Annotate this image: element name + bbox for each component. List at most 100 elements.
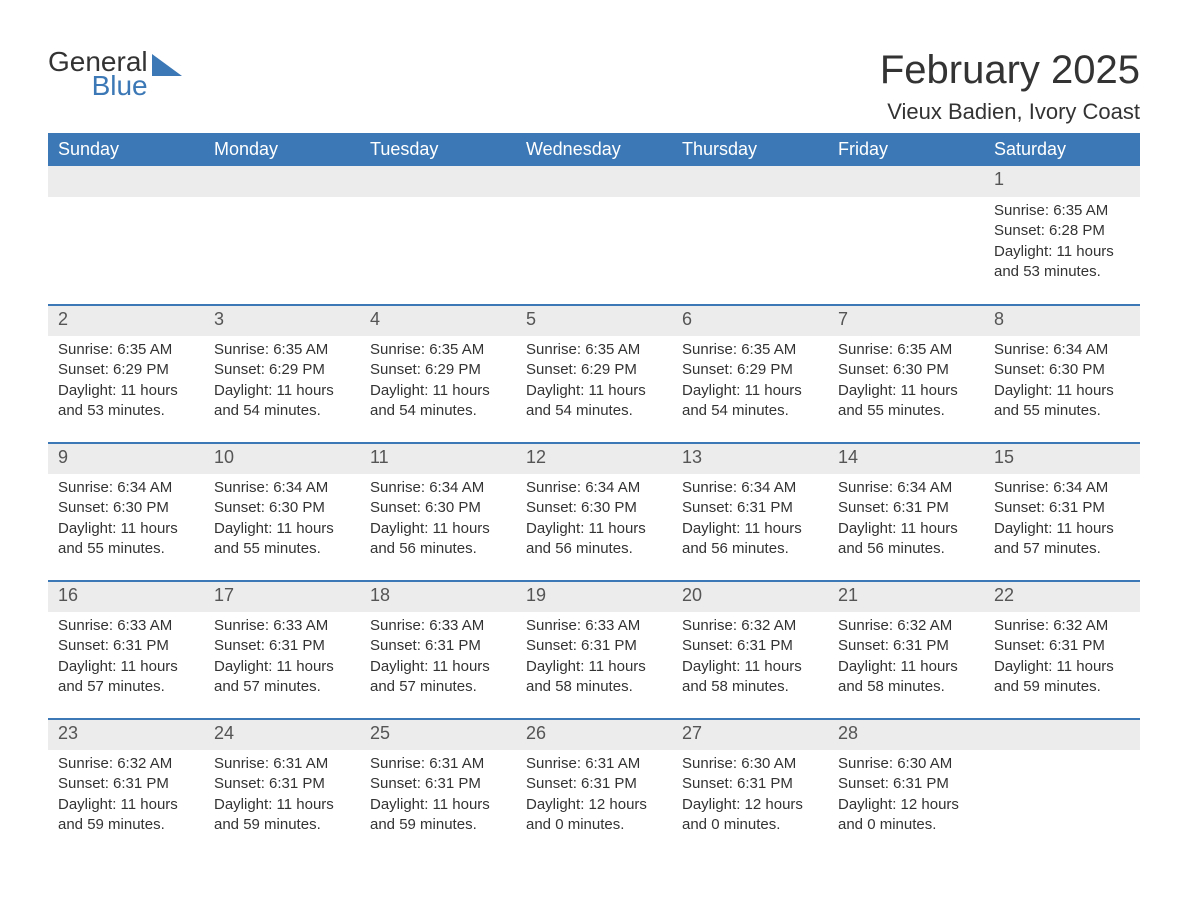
day-sunset: Sunset: 6:31 PM	[994, 498, 1130, 518]
day-sunset: Sunset: 6:29 PM	[214, 360, 350, 380]
day-sunrise: Sunrise: 6:32 AM	[994, 616, 1130, 636]
logo-text: General Blue	[48, 48, 148, 100]
day-sunset: Sunset: 6:29 PM	[526, 360, 662, 380]
day-sunset: Sunset: 6:30 PM	[370, 498, 506, 518]
day-daylight2: and 54 minutes.	[370, 401, 506, 421]
day-number: 25	[360, 720, 516, 750]
day-daylight1: Daylight: 11 hours	[214, 381, 350, 401]
day-number	[360, 166, 516, 197]
day-sunset: Sunset: 6:30 PM	[214, 498, 350, 518]
day-cell: Sunrise: 6:34 AMSunset: 6:31 PMDaylight:…	[828, 474, 984, 562]
day-daylight1: Daylight: 11 hours	[370, 381, 506, 401]
day-sunset: Sunset: 6:31 PM	[838, 774, 974, 794]
day-sunset: Sunset: 6:31 PM	[994, 636, 1130, 656]
daynum-band: 2345678	[48, 306, 1140, 336]
day-daylight2: and 0 minutes.	[838, 815, 974, 835]
day-number: 1	[984, 166, 1140, 197]
day-cell: Sunrise: 6:31 AMSunset: 6:31 PMDaylight:…	[516, 750, 672, 838]
day-number: 5	[516, 306, 672, 336]
logo: General Blue	[48, 48, 182, 100]
day-daylight1: Daylight: 11 hours	[838, 657, 974, 677]
dow-saturday: Saturday	[984, 133, 1140, 166]
day-sunset: Sunset: 6:31 PM	[682, 498, 818, 518]
day-sunrise: Sunrise: 6:34 AM	[682, 478, 818, 498]
day-daylight2: and 59 minutes.	[994, 677, 1130, 697]
day-number: 13	[672, 444, 828, 474]
day-number	[672, 166, 828, 197]
day-number: 20	[672, 582, 828, 612]
day-cell: Sunrise: 6:34 AMSunset: 6:31 PMDaylight:…	[984, 474, 1140, 562]
day-cell: Sunrise: 6:31 AMSunset: 6:31 PMDaylight:…	[204, 750, 360, 838]
day-cell: Sunrise: 6:35 AMSunset: 6:29 PMDaylight:…	[360, 336, 516, 424]
day-daylight2: and 55 minutes.	[994, 401, 1130, 421]
dow-friday: Friday	[828, 133, 984, 166]
day-of-week-header: Sunday Monday Tuesday Wednesday Thursday…	[48, 133, 1140, 166]
day-daylight2: and 54 minutes.	[214, 401, 350, 421]
title-block: February 2025 Vieux Badien, Ivory Coast	[880, 48, 1140, 125]
day-sunset: Sunset: 6:31 PM	[526, 636, 662, 656]
day-daylight1: Daylight: 11 hours	[214, 795, 350, 815]
day-number: 26	[516, 720, 672, 750]
day-cell: Sunrise: 6:32 AMSunset: 6:31 PMDaylight:…	[984, 612, 1140, 700]
day-sunrise: Sunrise: 6:35 AM	[994, 201, 1130, 221]
day-daylight1: Daylight: 11 hours	[58, 657, 194, 677]
day-cell: Sunrise: 6:34 AMSunset: 6:30 PMDaylight:…	[204, 474, 360, 562]
day-number	[204, 166, 360, 197]
week-row: 1Sunrise: 6:35 AMSunset: 6:28 PMDaylight…	[48, 166, 1140, 286]
day-sunrise: Sunrise: 6:33 AM	[214, 616, 350, 636]
day-cell	[360, 197, 516, 286]
day-cell: Sunrise: 6:33 AMSunset: 6:31 PMDaylight:…	[516, 612, 672, 700]
day-sunrise: Sunrise: 6:33 AM	[58, 616, 194, 636]
day-number: 21	[828, 582, 984, 612]
day-number: 24	[204, 720, 360, 750]
day-daylight2: and 57 minutes.	[994, 539, 1130, 559]
week-row: 2345678Sunrise: 6:35 AMSunset: 6:29 PMDa…	[48, 304, 1140, 424]
week-row: 9101112131415Sunrise: 6:34 AMSunset: 6:3…	[48, 442, 1140, 562]
day-cell: Sunrise: 6:34 AMSunset: 6:30 PMDaylight:…	[516, 474, 672, 562]
day-sunset: Sunset: 6:29 PM	[58, 360, 194, 380]
day-daylight2: and 53 minutes.	[58, 401, 194, 421]
logo-triangle-icon	[152, 54, 182, 76]
day-number: 7	[828, 306, 984, 336]
day-daylight2: and 0 minutes.	[682, 815, 818, 835]
day-daylight1: Daylight: 11 hours	[838, 519, 974, 539]
daynum-band: 1	[48, 166, 1140, 197]
day-sunrise: Sunrise: 6:35 AM	[370, 340, 506, 360]
day-daylight1: Daylight: 11 hours	[994, 519, 1130, 539]
day-number	[516, 166, 672, 197]
location: Vieux Badien, Ivory Coast	[880, 99, 1140, 125]
day-daylight1: Daylight: 11 hours	[370, 657, 506, 677]
day-daylight2: and 57 minutes.	[214, 677, 350, 697]
day-daylight1: Daylight: 11 hours	[58, 519, 194, 539]
day-sunset: Sunset: 6:31 PM	[214, 636, 350, 656]
day-cell: Sunrise: 6:30 AMSunset: 6:31 PMDaylight:…	[828, 750, 984, 838]
day-daylight1: Daylight: 11 hours	[994, 657, 1130, 677]
day-sunset: Sunset: 6:31 PM	[682, 774, 818, 794]
day-sunrise: Sunrise: 6:34 AM	[526, 478, 662, 498]
dow-tuesday: Tuesday	[360, 133, 516, 166]
day-cell	[48, 197, 204, 286]
week-row: 16171819202122Sunrise: 6:33 AMSunset: 6:…	[48, 580, 1140, 700]
day-sunset: Sunset: 6:30 PM	[994, 360, 1130, 380]
day-daylight1: Daylight: 11 hours	[526, 381, 662, 401]
day-sunrise: Sunrise: 6:33 AM	[526, 616, 662, 636]
day-daylight2: and 57 minutes.	[370, 677, 506, 697]
day-sunrise: Sunrise: 6:34 AM	[994, 478, 1130, 498]
day-cell: Sunrise: 6:35 AMSunset: 6:29 PMDaylight:…	[204, 336, 360, 424]
day-daylight2: and 55 minutes.	[58, 539, 194, 559]
weeks-container: 1Sunrise: 6:35 AMSunset: 6:28 PMDaylight…	[48, 166, 1140, 838]
day-number: 28	[828, 720, 984, 750]
day-sunset: Sunset: 6:31 PM	[214, 774, 350, 794]
day-sunset: Sunset: 6:29 PM	[682, 360, 818, 380]
logo-line2: Blue	[92, 72, 148, 100]
dow-sunday: Sunday	[48, 133, 204, 166]
day-cell: Sunrise: 6:34 AMSunset: 6:30 PMDaylight:…	[48, 474, 204, 562]
header: General Blue February 2025 Vieux Badien,…	[48, 48, 1140, 125]
day-sunrise: Sunrise: 6:35 AM	[526, 340, 662, 360]
day-sunrise: Sunrise: 6:31 AM	[370, 754, 506, 774]
day-cell: Sunrise: 6:34 AMSunset: 6:30 PMDaylight:…	[984, 336, 1140, 424]
day-number: 19	[516, 582, 672, 612]
day-cell	[984, 750, 1140, 838]
day-daylight1: Daylight: 11 hours	[58, 795, 194, 815]
day-number: 16	[48, 582, 204, 612]
